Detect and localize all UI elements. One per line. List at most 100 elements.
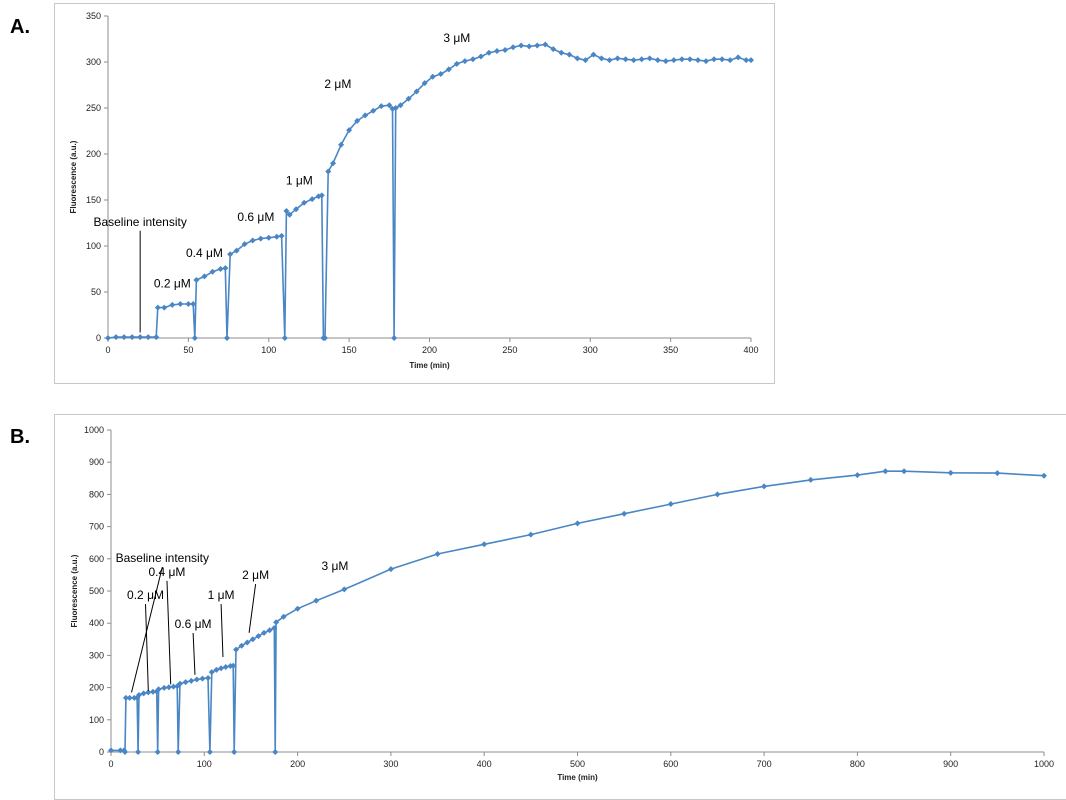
chart-a-point <box>429 73 436 80</box>
chart-a-point <box>622 56 629 63</box>
chart-b-point <box>161 684 168 691</box>
chart-b-annotation-leader <box>248 584 257 633</box>
chart-b-annotation: 2 μM <box>242 568 269 582</box>
chart-b-y-tick-label: 700 <box>89 522 104 532</box>
chart-b-point <box>170 683 177 690</box>
chart-b-x-tick-label: 800 <box>850 759 865 769</box>
chart-a-x-tick-label: 300 <box>583 345 598 355</box>
chart-a-point <box>301 199 308 206</box>
chart-b-point <box>807 476 814 483</box>
chart-a-point <box>161 304 168 311</box>
chart-b-point <box>193 676 200 683</box>
chart-a-y-tick-label: 150 <box>86 195 101 205</box>
chart-b-point <box>434 550 441 557</box>
chart-b-point <box>149 688 156 695</box>
chart-b-annotation: 0.2 μM <box>127 588 164 602</box>
chart-b-annotation: 3 μM <box>321 559 348 573</box>
chart-a-point <box>453 60 460 67</box>
chart-b-point <box>108 747 114 754</box>
chart-b-x-tick-label: 700 <box>757 759 772 769</box>
chart-b-y-tick-label: 300 <box>89 650 104 660</box>
chart-b-annotation: 0.6 μM <box>175 617 212 631</box>
chart-a-point <box>121 334 128 341</box>
chart-a-point <box>590 51 597 58</box>
chart-a-point <box>273 233 280 240</box>
chart-a-point <box>510 44 517 51</box>
chart-a-point <box>286 211 293 218</box>
chart-b-point <box>222 663 229 670</box>
chart-a-point <box>169 301 176 308</box>
chart-b-point <box>206 749 213 755</box>
chart-b-point <box>854 472 861 479</box>
chart-a-point <box>283 208 290 215</box>
chart-a-x-tick-label: 150 <box>342 345 357 355</box>
chart-b-point <box>761 483 768 490</box>
chart-a-point <box>542 41 549 48</box>
chart-b-point <box>294 605 301 612</box>
chart-a-annotation: 0.2 μM <box>154 276 191 290</box>
chart-b-point <box>208 669 215 676</box>
chart-a-point <box>177 300 184 307</box>
chart-a-annotation: 0.4 μM <box>186 246 223 260</box>
chart-a-x-tick-label: 350 <box>663 345 678 355</box>
chart-a-point <box>606 57 613 64</box>
chart-a-point <box>325 168 332 175</box>
chart-b-point <box>117 747 124 754</box>
chart-a-point <box>534 42 541 49</box>
chart-a-point <box>437 70 444 77</box>
chart-a-point <box>153 334 160 341</box>
chart-a-x-tick-label: 200 <box>422 345 437 355</box>
chart-a-point <box>694 57 701 64</box>
chart-a-x-tick-label: 400 <box>743 345 758 355</box>
chart-b-point <box>1041 472 1047 479</box>
chart-a-point <box>217 266 224 272</box>
chart-b-annotation-leader <box>131 566 163 693</box>
chart-b-point <box>122 694 129 701</box>
chart-b-point <box>947 469 954 476</box>
chart-a-point <box>346 127 353 134</box>
chart-b-point <box>155 686 162 693</box>
chart-a-point <box>338 141 345 148</box>
chart-b-point <box>882 468 889 475</box>
chart-a-point <box>370 107 377 114</box>
chart-a-point <box>241 241 248 248</box>
chart-a-point <box>485 49 492 56</box>
chart-a-point <box>249 237 256 244</box>
chart-b-x-tick-label: 900 <box>943 759 958 769</box>
chart-a-point <box>223 335 230 341</box>
panel-letter-a: A. <box>10 16 30 38</box>
chart-b-point <box>714 491 721 498</box>
chart-a-point <box>654 57 661 64</box>
chart-a-point <box>711 56 718 63</box>
chart-b-point <box>272 749 279 755</box>
chart-a-y-tick-label: 0 <box>96 333 101 343</box>
chart-b-point <box>135 749 142 755</box>
chart-a-point <box>322 335 329 341</box>
chart-b-point <box>481 541 488 548</box>
chart-a-x-tick-label: 50 <box>183 345 193 355</box>
chart-b-point <box>244 639 251 646</box>
chart-a-point <box>686 56 693 63</box>
chart-a-frame <box>54 3 775 384</box>
chart-b-point <box>140 690 147 697</box>
chart-b-point <box>266 627 273 634</box>
chart-a-point <box>502 47 509 54</box>
chart-b-x-tick-label: 600 <box>663 759 678 769</box>
chart-b-annotation: 0.4 μM <box>149 565 186 579</box>
chart-b-point <box>233 646 240 653</box>
chart-b-point <box>574 520 581 527</box>
chart-b-annotation: 1 μM <box>208 588 235 602</box>
chart-b-point <box>230 662 237 669</box>
chart-a-point <box>646 55 653 62</box>
chart-b-point <box>280 613 287 620</box>
chart-a-x-tick-label: 250 <box>502 345 517 355</box>
chart-a-point <box>574 55 581 62</box>
chart-b-point <box>249 636 256 643</box>
chart-b-point <box>175 749 182 755</box>
chart-b-point <box>231 749 238 755</box>
chart-b-annotation: Baseline intensity <box>116 551 209 565</box>
chart-b-x-tick-label: 200 <box>290 759 305 769</box>
chart-a-point <box>113 334 120 341</box>
chart-b-y-tick-label: 800 <box>89 489 104 499</box>
